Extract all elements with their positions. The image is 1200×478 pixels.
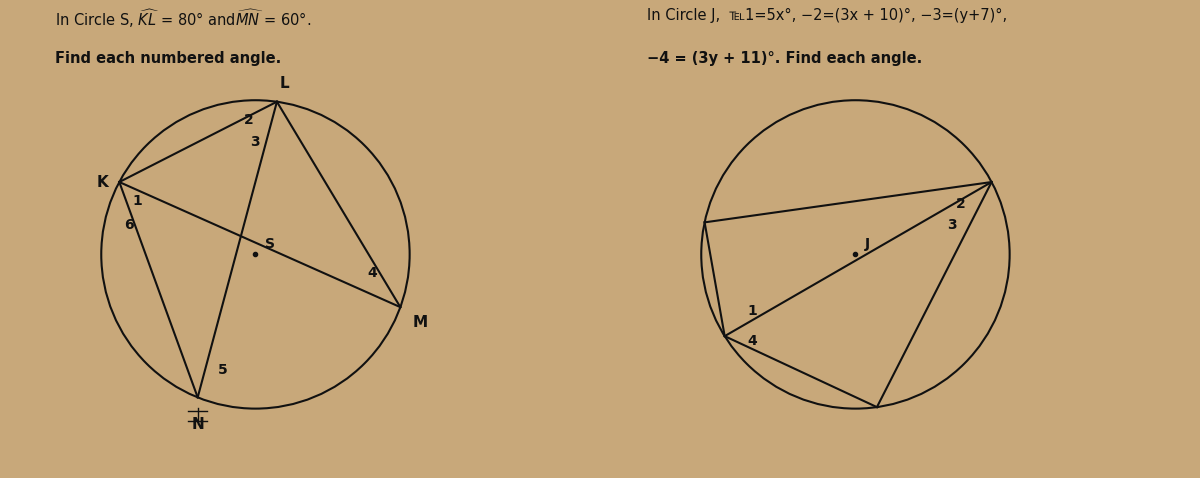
Text: 4: 4 [367, 266, 378, 280]
Text: 5: 5 [217, 363, 227, 377]
Text: 2: 2 [956, 196, 966, 211]
Text: 4: 4 [748, 334, 757, 348]
Text: 1: 1 [133, 194, 143, 207]
Text: 1: 1 [748, 304, 757, 318]
Text: 6: 6 [124, 218, 133, 232]
Text: 3: 3 [251, 135, 260, 149]
Text: L: L [280, 76, 289, 91]
Text: M: M [413, 315, 428, 330]
Text: S: S [265, 238, 275, 251]
Text: 3: 3 [947, 218, 956, 232]
Text: J: J [865, 238, 870, 251]
Text: K: K [97, 174, 108, 190]
Text: N: N [191, 417, 204, 433]
Text: In Circle J,  ℡1=5x°, −2=(3x + 10)°, −3=(y+7)°,: In Circle J, ℡1=5x°, −2=(3x + 10)°, −3=(… [647, 8, 1008, 23]
Text: −4 = (3y + 11)°. Find each angle.: −4 = (3y + 11)°. Find each angle. [647, 51, 923, 66]
Text: Find each numbered angle.: Find each numbered angle. [55, 51, 281, 66]
Text: In Circle S, $\widehat{KL}$ = 80° and$\widehat{MN}$ = 60°.: In Circle S, $\widehat{KL}$ = 80° and$\w… [55, 8, 311, 30]
Text: 2: 2 [245, 113, 254, 127]
